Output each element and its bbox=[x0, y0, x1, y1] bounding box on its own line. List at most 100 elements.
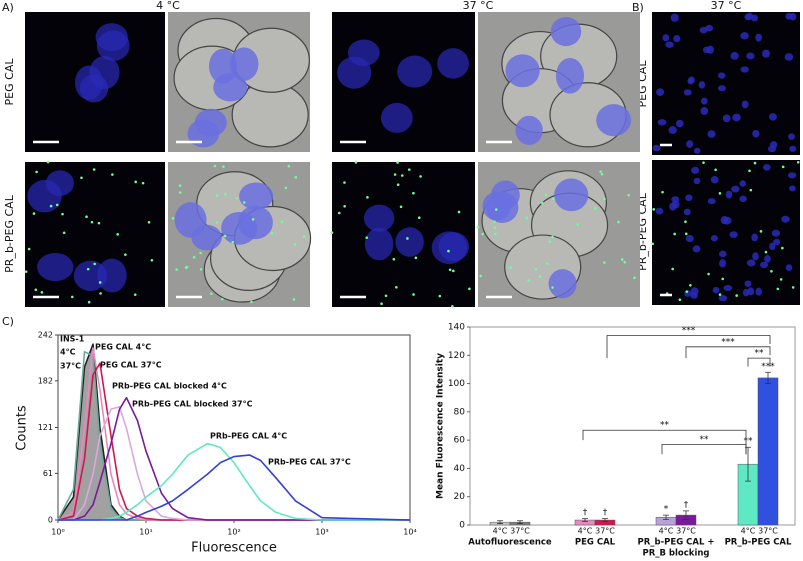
cell-nucleus bbox=[89, 55, 120, 90]
cell-nucleus bbox=[740, 32, 749, 40]
cell-nucleus bbox=[670, 13, 679, 22]
error-bar bbox=[582, 518, 588, 522]
green-dot bbox=[541, 201, 544, 205]
cell-nucleus bbox=[45, 170, 74, 197]
green-dot bbox=[133, 293, 137, 296]
green-dot bbox=[251, 218, 255, 221]
series-label: 4°C bbox=[741, 527, 756, 536]
histogram-line bbox=[58, 396, 410, 521]
green-dot bbox=[764, 250, 768, 254]
cell-nucleus bbox=[515, 115, 543, 145]
cell-nucleus bbox=[784, 53, 794, 61]
cell-nucleus bbox=[673, 35, 681, 43]
green-dot bbox=[414, 256, 418, 260]
green-dot bbox=[302, 235, 306, 238]
series-label: 4°C bbox=[60, 348, 76, 357]
green-dot bbox=[407, 168, 411, 171]
green-dot bbox=[213, 164, 217, 168]
category-label: PR_b-PEG CAL + bbox=[638, 538, 715, 548]
cell-nucleus bbox=[746, 12, 754, 21]
cell-nucleus bbox=[548, 269, 577, 299]
green-dot bbox=[178, 184, 182, 187]
cell-nucleus bbox=[668, 126, 677, 135]
cell-nucleus bbox=[665, 41, 674, 48]
cell-nucleus bbox=[550, 16, 582, 47]
green-dot bbox=[493, 226, 497, 230]
x-tick-label: 10⁰ bbox=[51, 528, 64, 537]
cell-nucleus bbox=[671, 200, 680, 209]
x-tick-label: 10³ bbox=[315, 528, 328, 537]
cell-nucleus bbox=[694, 147, 701, 154]
cell-nucleus bbox=[97, 258, 127, 293]
cell-nucleus bbox=[732, 113, 741, 122]
bar bbox=[757, 377, 779, 526]
cell-nucleus bbox=[554, 178, 589, 212]
cell-nucleus bbox=[710, 235, 718, 242]
green-dot bbox=[199, 267, 203, 271]
green-dot bbox=[365, 236, 369, 239]
green-dot bbox=[141, 181, 145, 185]
green-dot bbox=[293, 243, 297, 246]
cell-nucleus bbox=[662, 34, 670, 42]
green-dot bbox=[40, 291, 44, 294]
column-header: 37 °C bbox=[463, 0, 494, 12]
cell-nucleus bbox=[773, 238, 781, 246]
green-dot bbox=[599, 170, 602, 173]
category-label: PEG CAL bbox=[575, 538, 616, 548]
green-dot bbox=[600, 172, 604, 176]
cell-nucleus bbox=[712, 286, 720, 294]
green-dot bbox=[685, 290, 689, 293]
cell-nucleus bbox=[191, 224, 222, 251]
green-dot bbox=[134, 180, 137, 184]
green-dot bbox=[235, 197, 239, 200]
cell-nucleus bbox=[707, 198, 716, 205]
green-dot bbox=[419, 175, 422, 178]
y-tick-label: 0 bbox=[48, 516, 53, 525]
cell-nucleus bbox=[769, 242, 776, 251]
green-dot bbox=[620, 258, 624, 261]
plot-frame bbox=[469, 326, 796, 526]
error-bar bbox=[497, 520, 503, 524]
green-dot bbox=[35, 170, 38, 174]
cell-nucleus bbox=[229, 47, 259, 81]
cell-nucleus bbox=[683, 208, 691, 216]
green-dot bbox=[223, 234, 227, 238]
green-dot bbox=[220, 297, 224, 301]
significance-bracket bbox=[747, 357, 771, 367]
cell-nucleus bbox=[364, 227, 394, 261]
green-dot bbox=[231, 240, 235, 244]
cell-nucleus bbox=[787, 172, 797, 179]
green-dot bbox=[749, 188, 753, 192]
green-dot bbox=[92, 168, 96, 171]
significance-mark: * bbox=[664, 505, 669, 515]
series-label: 37°C bbox=[60, 362, 81, 371]
green-dot bbox=[395, 285, 398, 289]
x-tick-label: 10¹ bbox=[139, 528, 152, 537]
green-dot bbox=[61, 212, 64, 216]
green-dot bbox=[718, 293, 722, 296]
cell-nucleus bbox=[720, 216, 729, 225]
green-dot bbox=[509, 266, 512, 269]
green-dot bbox=[406, 237, 409, 240]
green-dot bbox=[552, 197, 555, 200]
green-dot bbox=[97, 221, 101, 225]
green-dot bbox=[457, 210, 461, 214]
significance-bracket bbox=[685, 346, 771, 359]
series-label: 4°C bbox=[659, 527, 674, 536]
green-dot bbox=[93, 262, 96, 266]
cell-nucleus bbox=[691, 166, 700, 174]
green-dot bbox=[150, 258, 154, 262]
error-bar bbox=[602, 518, 608, 522]
green-dot bbox=[171, 217, 175, 220]
cell-nucleus bbox=[752, 129, 760, 138]
series-label: PRb-PEG CAL blocked 4°C bbox=[112, 382, 227, 391]
significance-mark: † bbox=[583, 508, 588, 518]
significance-mark: ** bbox=[744, 437, 754, 447]
green-dot bbox=[534, 267, 538, 271]
green-dot bbox=[652, 208, 656, 211]
green-dot bbox=[199, 251, 202, 255]
green-dot bbox=[623, 260, 627, 264]
green-dot bbox=[678, 298, 682, 301]
cell-nucleus bbox=[656, 88, 665, 96]
green-dot bbox=[412, 191, 415, 195]
